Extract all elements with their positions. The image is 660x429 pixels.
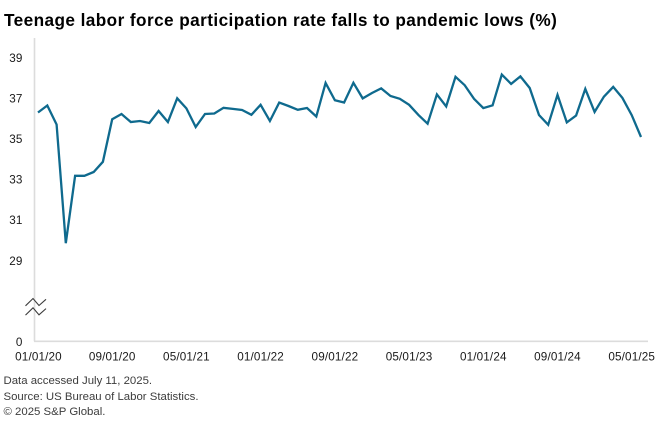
svg-text:05/01/21: 05/01/21: [163, 351, 210, 364]
svg-text:09/01/24: 09/01/24: [534, 351, 581, 364]
svg-text:37: 37: [9, 93, 22, 106]
svg-text:29: 29: [9, 255, 22, 268]
svg-text:35: 35: [9, 133, 23, 146]
svg-text:09/01/20: 09/01/20: [89, 351, 136, 364]
svg-text:31: 31: [9, 214, 22, 227]
svg-text:01/01/20: 01/01/20: [15, 351, 62, 364]
svg-text:01/01/24: 01/01/24: [460, 351, 507, 364]
svg-text:09/01/22: 09/01/22: [312, 351, 359, 364]
svg-text:0: 0: [16, 336, 23, 349]
svg-text:39: 39: [9, 52, 22, 65]
svg-text:05/01/23: 05/01/23: [386, 351, 433, 364]
svg-text:01/01/22: 01/01/22: [237, 351, 284, 364]
svg-text:05/01/25: 05/01/25: [608, 351, 655, 364]
svg-text:33: 33: [9, 174, 22, 187]
